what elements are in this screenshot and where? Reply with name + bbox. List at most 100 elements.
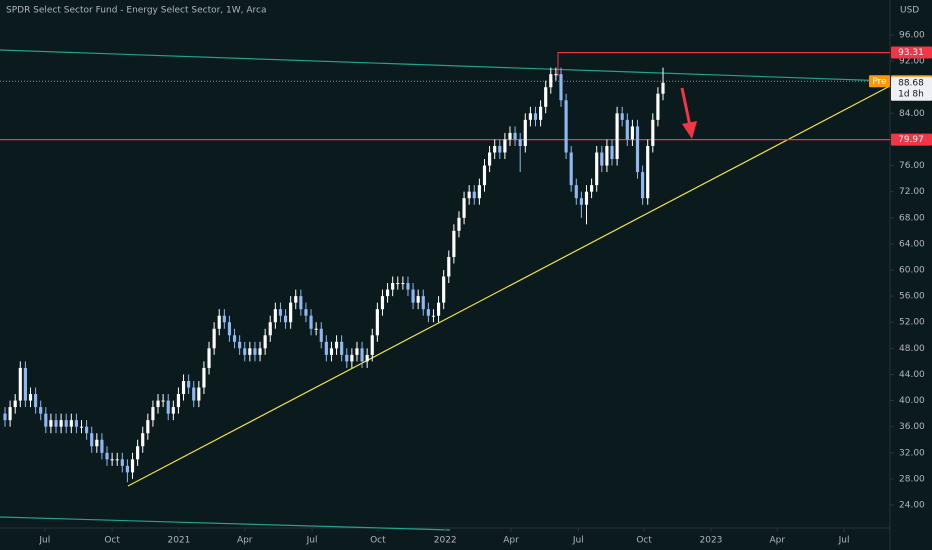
candle-body [187, 380, 191, 388]
candle-body [74, 420, 78, 427]
candle-body [401, 283, 405, 285]
candle-body [8, 407, 12, 421]
candle-body [579, 198, 583, 205]
candle-body [625, 119, 629, 140]
candle-body [283, 315, 288, 323]
candle-body [467, 191, 471, 199]
x-tick-label: Jul [838, 536, 850, 546]
candle-body [110, 459, 114, 461]
candle-body [523, 119, 527, 146]
candle-body [334, 341, 339, 349]
candle-body [197, 387, 201, 401]
candle-body [385, 289, 390, 297]
candle-body [355, 348, 359, 355]
candle-body [90, 433, 94, 447]
price-label: 93.31 [898, 48, 924, 58]
candle-body [222, 315, 226, 323]
y-tick-label: 32.00 [899, 448, 925, 458]
x-tick-label: Jul [306, 536, 318, 546]
x-tick-label: Oct [636, 536, 652, 546]
candle-body [294, 296, 298, 303]
candle-body [273, 309, 277, 323]
candle-body [263, 335, 267, 349]
candle-body [641, 172, 645, 199]
price-label-box [891, 76, 932, 101]
candle-body [635, 126, 640, 173]
candle-body [192, 387, 196, 401]
x-tick-label: Apr [237, 536, 253, 546]
candle-body [503, 139, 507, 153]
candle-body [18, 367, 22, 401]
candle-body [646, 145, 650, 199]
candle-body [564, 100, 568, 153]
candle-body [100, 439, 104, 453]
y-tick-label: 68.00 [899, 213, 925, 223]
candle-body [44, 413, 48, 427]
candle-body [309, 315, 313, 329]
candle-body [238, 341, 242, 349]
candle-body [268, 322, 272, 336]
y-tick-label: 84.00 [899, 109, 925, 119]
candle-body [243, 348, 247, 355]
candle-body [105, 452, 109, 460]
x-tick-label: Oct [104, 536, 120, 546]
candle-body [146, 420, 150, 434]
candle-body [656, 93, 660, 120]
candle-body [59, 420, 63, 427]
candle-body [324, 341, 328, 355]
candle-body [248, 348, 252, 355]
price-label: 79.97 [898, 135, 924, 145]
candle-body [115, 459, 119, 461]
countdown-label: 1d 8h [898, 89, 924, 99]
candle-body [528, 113, 532, 120]
candle-body [544, 87, 548, 107]
candle-body [258, 348, 262, 355]
candle-body [447, 256, 451, 277]
candle-body [600, 152, 604, 166]
y-tick-label: 24.00 [899, 501, 925, 511]
currency: USD [900, 6, 919, 16]
candle-body [421, 296, 425, 310]
arrow [680, 87, 697, 139]
candle-body [156, 400, 160, 408]
y-tick-label: 72.00 [899, 187, 925, 197]
candle-body [120, 459, 124, 466]
trend-line [127, 85, 891, 487]
x-tick-label: Jul [572, 536, 584, 546]
candle-body [161, 400, 165, 402]
candle-body [533, 113, 538, 120]
candle-body [345, 354, 349, 362]
candle-body [518, 139, 522, 146]
candle-body [457, 217, 461, 231]
candle-body [554, 74, 558, 76]
candle-body [79, 426, 84, 428]
candle-body [64, 420, 68, 427]
candle-body [95, 439, 99, 447]
y-tick-label: 92.00 [899, 57, 925, 67]
candle-body [375, 309, 379, 336]
candle-body [431, 315, 436, 317]
candle-body [232, 335, 237, 342]
candle-body [539, 106, 543, 120]
y-tick-label: 96.00 [899, 30, 925, 40]
candle-body [217, 315, 221, 329]
price-label: 88.68 [898, 78, 924, 88]
candle-body [498, 145, 502, 153]
candle-body [610, 145, 614, 160]
candle-body [630, 126, 634, 140]
y-tick-label: 48.00 [899, 344, 925, 354]
candle-body [391, 283, 395, 290]
y-tick-label: 28.00 [899, 474, 925, 484]
candle-body [661, 82, 665, 94]
x-tick-label: Jul [38, 536, 50, 546]
y-tick-label: 76.00 [899, 161, 925, 171]
x-tick-label: 2022 [434, 536, 457, 546]
candle-body [314, 328, 318, 330]
candle-body [304, 309, 308, 316]
candle-body [559, 74, 563, 101]
candle-body [151, 407, 155, 421]
candle-body [227, 322, 232, 336]
candle-body [493, 145, 497, 153]
x-tick-label: Apr [769, 536, 785, 546]
